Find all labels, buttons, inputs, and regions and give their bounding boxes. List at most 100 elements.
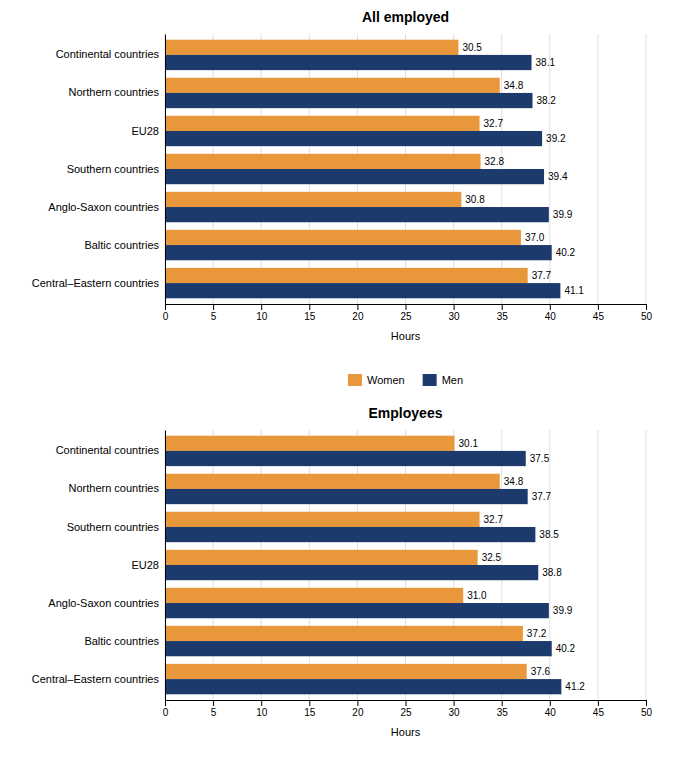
data-label: 30.5 <box>462 42 482 53</box>
axis-title: Hours <box>391 330 421 342</box>
category-tick: Anglo-Saxon countries <box>48 201 165 213</box>
x-axis: 05101520253035404550 <box>163 304 653 322</box>
bar <box>165 603 549 618</box>
grid <box>165 34 646 304</box>
tick-mark <box>598 304 599 310</box>
tick-label: 0 <box>163 707 169 718</box>
legend: Women Men <box>348 374 463 386</box>
bar <box>165 550 478 565</box>
tick-mark <box>213 700 214 706</box>
data-label: 37.6 <box>531 666 551 677</box>
bar <box>165 527 535 542</box>
grid-line <box>597 430 598 700</box>
category-tick: Baltic countries <box>84 239 165 251</box>
data-label: 34.8 <box>504 80 524 91</box>
bar <box>165 40 458 55</box>
category-tick: Central–Eastern countries <box>32 277 165 289</box>
tick: 25 <box>400 700 412 718</box>
tick-label: Continental countries <box>56 444 160 456</box>
tick-mark <box>261 700 262 706</box>
tick-label: 30 <box>449 311 461 322</box>
data-label: 39.4 <box>548 171 568 182</box>
data-label: 32.7 <box>484 514 504 525</box>
tick-mark <box>502 304 503 310</box>
bar <box>165 268 528 283</box>
data-label: 39.9 <box>553 605 573 616</box>
tick-mark <box>309 304 310 310</box>
category-tick: Northern countries <box>69 482 166 494</box>
data-label: 38.8 <box>542 567 562 578</box>
bars <box>165 40 560 299</box>
bar <box>165 474 500 489</box>
grid <box>165 430 646 700</box>
tick: 0 <box>163 304 169 322</box>
tick-mark <box>165 304 166 310</box>
bar <box>165 169 544 184</box>
bar <box>165 131 542 146</box>
bar <box>165 93 532 108</box>
bar <box>165 116 480 131</box>
tick-label: 10 <box>256 707 268 718</box>
bars <box>165 436 561 695</box>
bar <box>165 55 532 70</box>
grid-line <box>597 34 598 304</box>
legend-swatch <box>348 374 362 386</box>
data-label: 34.8 <box>504 476 524 487</box>
bar <box>165 207 549 222</box>
tick: 5 <box>211 700 217 718</box>
tick: 10 <box>256 700 268 718</box>
tick: 35 <box>497 700 509 718</box>
tick-label: Northern countries <box>69 482 160 494</box>
legend-swatch <box>423 374 437 386</box>
tick-label: 30 <box>449 707 461 718</box>
category-tick: Southern countries <box>67 520 165 532</box>
chart: 30.134.832.732.531.037.237.637.537.738.5… <box>32 405 653 738</box>
grid-line <box>646 430 647 700</box>
grid-line <box>646 34 647 304</box>
tick: 40 <box>545 700 557 718</box>
tick-label: EU28 <box>131 559 159 571</box>
tick: 45 <box>593 700 605 718</box>
axis-title: Hours <box>391 726 421 738</box>
data-label: 40.2 <box>556 643 576 654</box>
tick-mark <box>309 700 310 706</box>
bar <box>165 664 527 679</box>
tick-label: Baltic countries <box>84 635 159 647</box>
data-label: 37.2 <box>527 628 547 639</box>
bar <box>165 78 500 93</box>
tick: 45 <box>593 304 605 322</box>
tick-mark <box>454 700 455 706</box>
data-label: 39.9 <box>553 209 573 220</box>
legend-label: Men <box>442 374 463 386</box>
tick-label: Baltic countries <box>84 239 159 251</box>
tick-mark <box>213 304 214 310</box>
data-label: 37.7 <box>532 270 552 281</box>
tick-label: 0 <box>163 311 169 322</box>
bar <box>165 436 455 451</box>
tick-mark <box>261 304 262 310</box>
tick-label: 25 <box>400 707 412 718</box>
tick-mark <box>454 304 455 310</box>
tick-label: Northern countries <box>69 86 160 98</box>
tick: 50 <box>641 304 653 322</box>
tick-mark <box>357 700 358 706</box>
bar <box>165 154 481 169</box>
y-axis: Continental countriesNorthern countriesE… <box>32 35 166 305</box>
data-label: 37.0 <box>525 232 545 243</box>
category-tick: Anglo-Saxon countries <box>48 597 165 609</box>
tick-mark <box>406 304 407 310</box>
chart-canvas: 30.534.832.732.830.837.037.738.138.239.2… <box>0 0 686 768</box>
bar <box>165 489 528 504</box>
data-label: 31.0 <box>467 590 487 601</box>
grid-line <box>165 430 166 700</box>
tick-label: Anglo-Saxon countries <box>48 597 159 609</box>
data-labels: 30.134.832.732.531.037.237.637.537.738.5… <box>459 438 586 692</box>
data-label: 39.2 <box>546 133 566 144</box>
tick-label: 40 <box>545 707 557 718</box>
category-tick: Continental countries <box>56 444 165 456</box>
legend-label: Women <box>367 374 405 386</box>
bar <box>165 192 461 207</box>
bar <box>165 245 552 260</box>
data-label: 38.5 <box>539 529 559 540</box>
tick-label: 15 <box>304 311 316 322</box>
